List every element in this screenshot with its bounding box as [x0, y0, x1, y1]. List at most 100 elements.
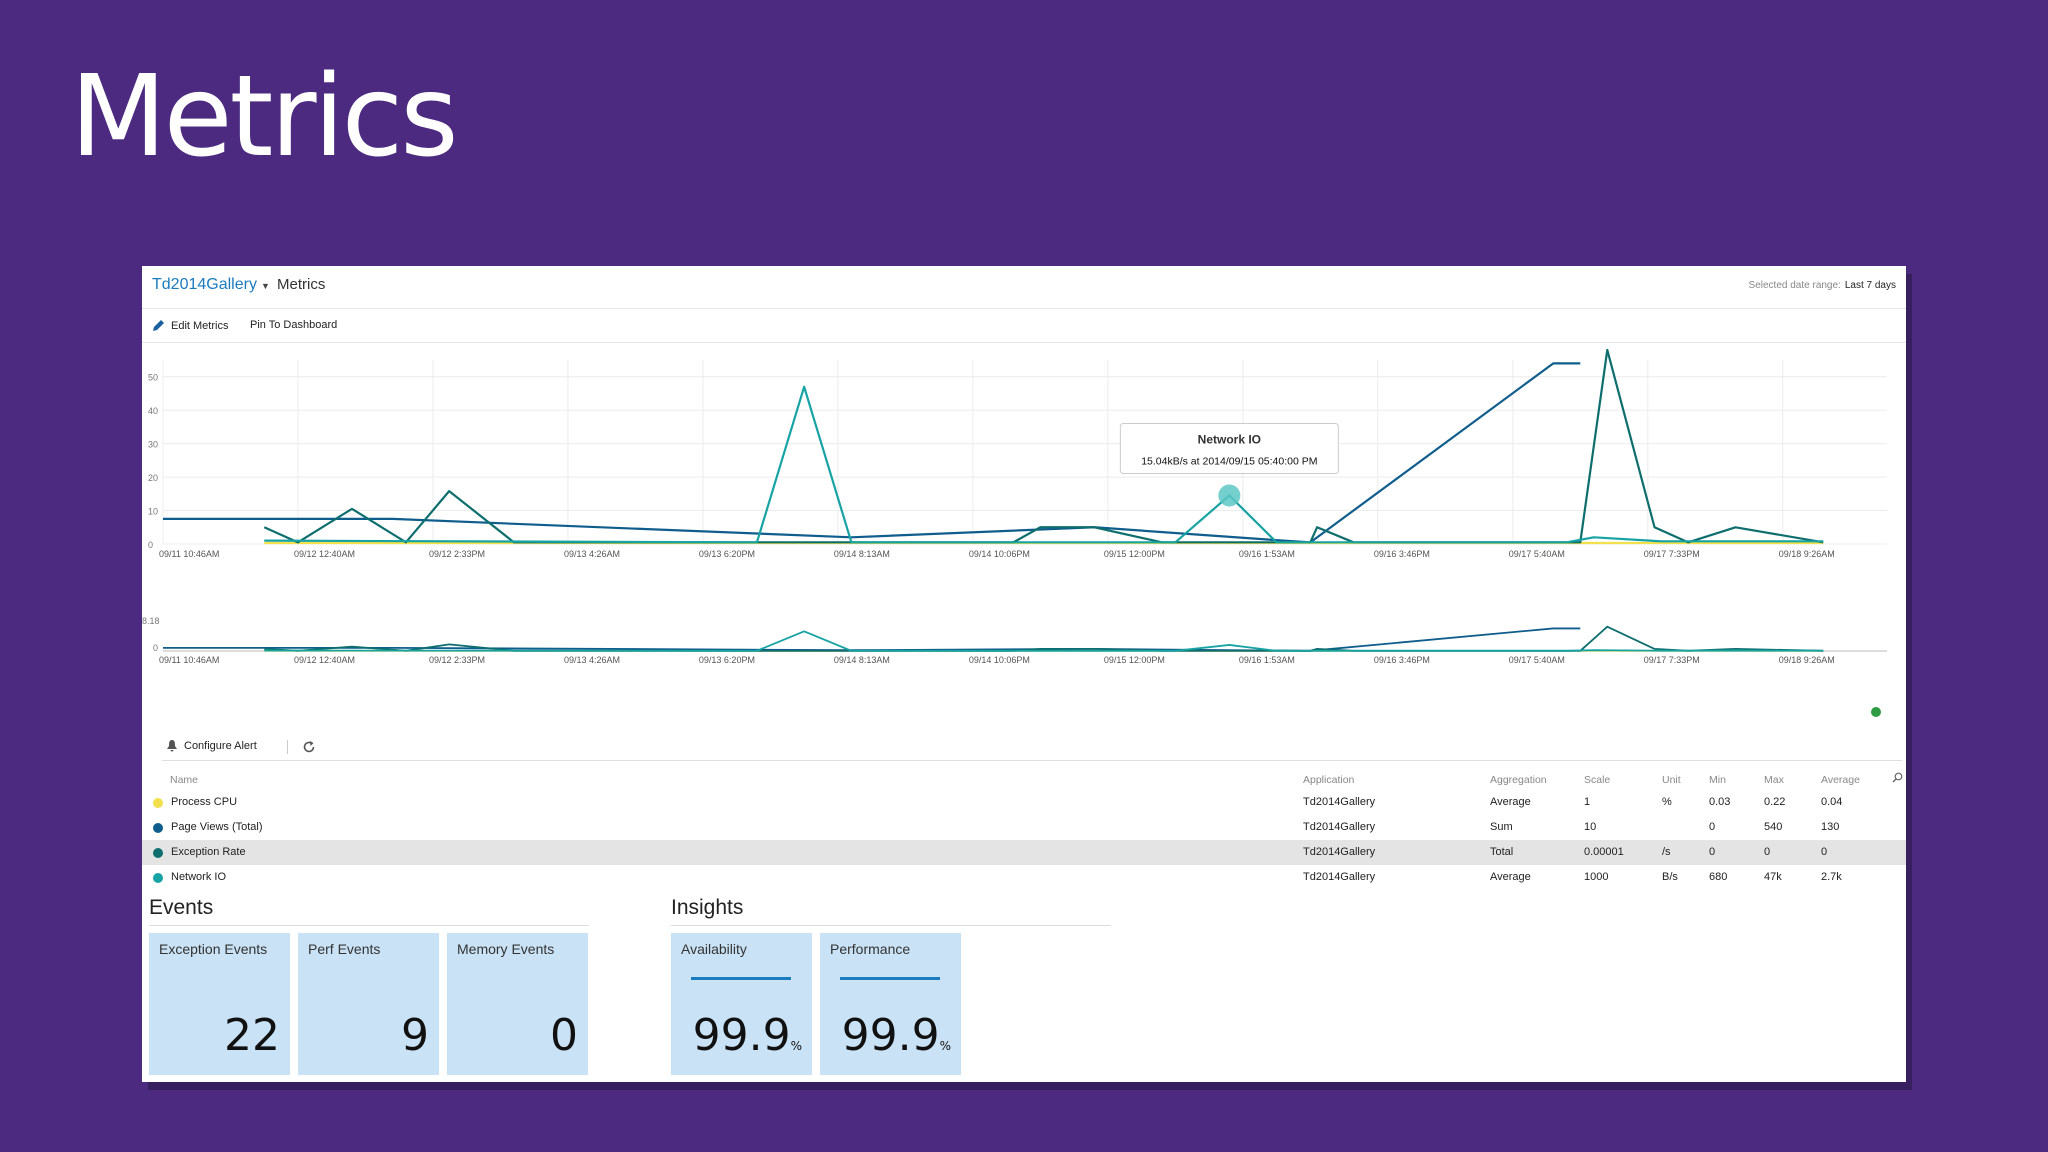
- events-divider: [149, 925, 589, 926]
- metric-unit: /s: [1662, 846, 1671, 858]
- availability-tile[interactable]: Availability 99.9%: [671, 933, 812, 1075]
- metric-min: 0: [1709, 846, 1716, 858]
- tile-value: 9: [401, 1010, 429, 1061]
- toolbar: Edit Metrics Pin To Dashboard: [142, 308, 1906, 343]
- col-scale[interactable]: Scale: [1584, 774, 1611, 786]
- metric-average: 0.04: [1821, 796, 1843, 808]
- tooltip-text: 15.04kB/s at 2014/09/15 05:40:00 PM: [1141, 455, 1317, 467]
- metric-name: Network IO: [171, 871, 227, 883]
- refresh-icon[interactable]: [302, 740, 316, 754]
- metric-scale: 1000: [1584, 871, 1609, 883]
- date-range-value[interactable]: Last 7 days: [1844, 280, 1896, 291]
- metric-max: 0.22: [1764, 796, 1786, 808]
- overview-x-tick-label: 09/16 1:53AM: [1239, 655, 1295, 665]
- col-name[interactable]: Name: [170, 774, 199, 786]
- perf-events-tile[interactable]: Perf Events 9: [298, 933, 439, 1075]
- table-row[interactable]: Page Views (Total) Td2014Gallery Sum 10 …: [142, 815, 1906, 840]
- memory-events-tile[interactable]: Memory Events 0: [447, 933, 588, 1075]
- configure-alert-label: Configure Alert: [184, 739, 257, 752]
- series-color-dot: [153, 873, 163, 883]
- x-tick-label: 09/13 6:20PM: [699, 549, 755, 559]
- metric-min: 0.03: [1709, 796, 1731, 808]
- chevron-down-icon[interactable]: ▼: [260, 281, 270, 291]
- bell-icon: [167, 740, 177, 752]
- x-tick-label: 09/14 10:06PM: [969, 549, 1030, 559]
- performance-tile[interactable]: Performance 99.9%: [820, 933, 961, 1075]
- table-row[interactable]: Network IO Td2014Gallery Average 1000 B/…: [142, 865, 1906, 890]
- overview-x-tick-label: 09/18 9:26AM: [1779, 655, 1835, 665]
- tile-value-wrap: 99.9%: [842, 1010, 951, 1061]
- metric-scale: 0.00001: [1584, 846, 1624, 858]
- col-max[interactable]: Max: [1764, 774, 1784, 786]
- y-tick-label: 0: [148, 540, 153, 550]
- metric-aggregation: Total: [1490, 846, 1514, 858]
- metric-application: Td2014Gallery: [1303, 796, 1376, 808]
- y-tick-label: 30: [148, 440, 158, 450]
- x-tick-label: 09/17 7:33PM: [1644, 549, 1700, 559]
- metric-application: Td2014Gallery: [1303, 846, 1376, 858]
- overview-y-zero: 0: [153, 643, 158, 653]
- tile-value: 0: [550, 1010, 578, 1061]
- x-tick-label: 09/15 12:00PM: [1104, 549, 1165, 559]
- edit-metrics-button[interactable]: Edit Metrics: [152, 319, 228, 332]
- tile-unit: %: [790, 1039, 802, 1053]
- series-line: [263, 348, 1824, 544]
- metric-aggregation: Sum: [1490, 821, 1513, 833]
- tile-label: Performance: [830, 941, 911, 957]
- metric-min: 680: [1709, 871, 1728, 883]
- metrics-panel: Td2014Gallery ▼ Metrics Selected date ran…: [142, 266, 1906, 1082]
- insights-divider: [671, 925, 1111, 926]
- tile-label: Availability: [681, 941, 747, 957]
- search-icon[interactable]: [1892, 772, 1903, 783]
- col-unit[interactable]: Unit: [1662, 774, 1681, 786]
- alert-bar: Configure Alert: [162, 734, 1902, 761]
- app-name[interactable]: Td2014Gallery: [152, 276, 257, 293]
- metric-scale: 1: [1584, 796, 1591, 808]
- overview-x-tick-label: 09/17 7:33PM: [1644, 655, 1700, 665]
- x-tick-label: 09/12 2:33PM: [429, 549, 485, 559]
- configure-alert-button[interactable]: Configure Alert: [166, 739, 257, 752]
- y-axis: 0 10 20 30 40 50: [148, 373, 158, 550]
- overview-x-tick-label: 09/11 10:46AM: [159, 655, 219, 665]
- edit-metrics-label: Edit Metrics: [171, 319, 229, 332]
- col-aggregation[interactable]: Aggregation: [1490, 774, 1547, 786]
- metric-aggregation: Average: [1490, 796, 1531, 808]
- overview-x-tick-label: 09/14 10:06PM: [969, 655, 1030, 665]
- tile-label: Perf Events: [308, 941, 381, 957]
- metric-average: 130: [1821, 821, 1840, 833]
- pin-to-dashboard-label: Pin To Dashboard: [250, 319, 338, 331]
- tile-label: Exception Events: [159, 941, 268, 957]
- pin-to-dashboard-button[interactable]: Pin To Dashboard: [250, 319, 337, 331]
- table-row-selected[interactable]: Exception Rate Td2014Gallery Total 0.000…: [142, 840, 1906, 865]
- pencil-icon: [153, 320, 164, 331]
- x-axis: 09/11 10:46AM 09/12 12:40AM 09/12 2:33PM 09…: [159, 549, 1835, 559]
- col-application[interactable]: Application: [1303, 774, 1355, 786]
- metric-min: 0: [1709, 821, 1716, 833]
- metric-max: 47k: [1764, 871, 1782, 883]
- exception-events-tile[interactable]: Exception Events 22: [149, 933, 290, 1075]
- metric-application: Td2014Gallery: [1303, 821, 1376, 833]
- x-tick-label: 09/17 5:40AM: [1509, 549, 1565, 559]
- tile-accent-bar: [691, 977, 791, 980]
- table-header-row: Name Application Aggregation Scale Unit …: [142, 768, 1906, 790]
- app-selector[interactable]: Td2014Gallery ▼: [152, 276, 270, 294]
- metric-name: Page Views (Total): [171, 821, 263, 833]
- overview-chart: 09/11 10:46AM 09/12 12:40AM 09/12 2:33PM 09…: [142, 616, 1887, 665]
- overview-series-line: [264, 625, 1824, 652]
- tooltip-box: [1119, 422, 1339, 474]
- date-range[interactable]: Selected date range: Last 7 days: [1749, 280, 1896, 291]
- col-average[interactable]: Average: [1821, 774, 1860, 786]
- metric-max: 0: [1764, 846, 1771, 858]
- series-color-dot: [153, 848, 163, 858]
- tile-value: 22: [224, 1010, 280, 1061]
- metric-name: Exception Rate: [171, 846, 246, 858]
- metric-application: Td2014Gallery: [1303, 871, 1376, 883]
- x-tick-label: 09/14 8:13AM: [834, 549, 890, 559]
- metric-average: 0: [1821, 846, 1828, 858]
- series-color-dot: [153, 823, 163, 833]
- x-tick-label: 09/16 1:53AM: [1239, 549, 1295, 559]
- col-min[interactable]: Min: [1709, 774, 1726, 786]
- overview-x-tick-label: 09/17 5:40AM: [1509, 655, 1565, 665]
- table-row[interactable]: Process CPU Td2014Gallery Average 1 % 0.…: [142, 790, 1906, 815]
